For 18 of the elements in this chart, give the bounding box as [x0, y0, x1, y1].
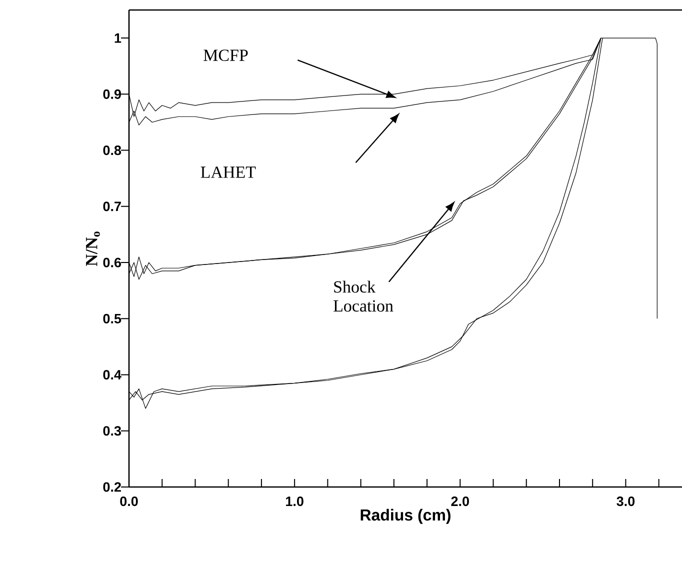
y-tick-label: 0.2 [103, 482, 121, 492]
y-tick-label: 0.7 [103, 202, 121, 212]
annotation: MCFP [204, 50, 248, 62]
y-tick-label: 0.4 [103, 370, 122, 380]
y-tick-label: 0.3 [103, 426, 121, 436]
y-axis-title: N/N$_{o}$ [86, 232, 100, 266]
x-tick-label: 3.0 [616, 496, 635, 506]
y-tick-label: 0.8 [103, 146, 122, 156]
x-tick-label: 0.0 [120, 496, 138, 506]
annotation: LAHET [200, 166, 256, 178]
annotation: Shock Location [334, 280, 394, 312]
x-tick-label: 1.0 [286, 496, 304, 506]
y-tick-label: 0.6 [103, 258, 121, 268]
y-tick-label: 1 [114, 33, 122, 43]
x-axis-title: Radius (cm) [360, 508, 450, 524]
y-tick-label: 0.5 [103, 314, 122, 324]
x-tick-label: 2.0 [451, 496, 469, 506]
y-tick-label: 0.9 [103, 89, 121, 99]
